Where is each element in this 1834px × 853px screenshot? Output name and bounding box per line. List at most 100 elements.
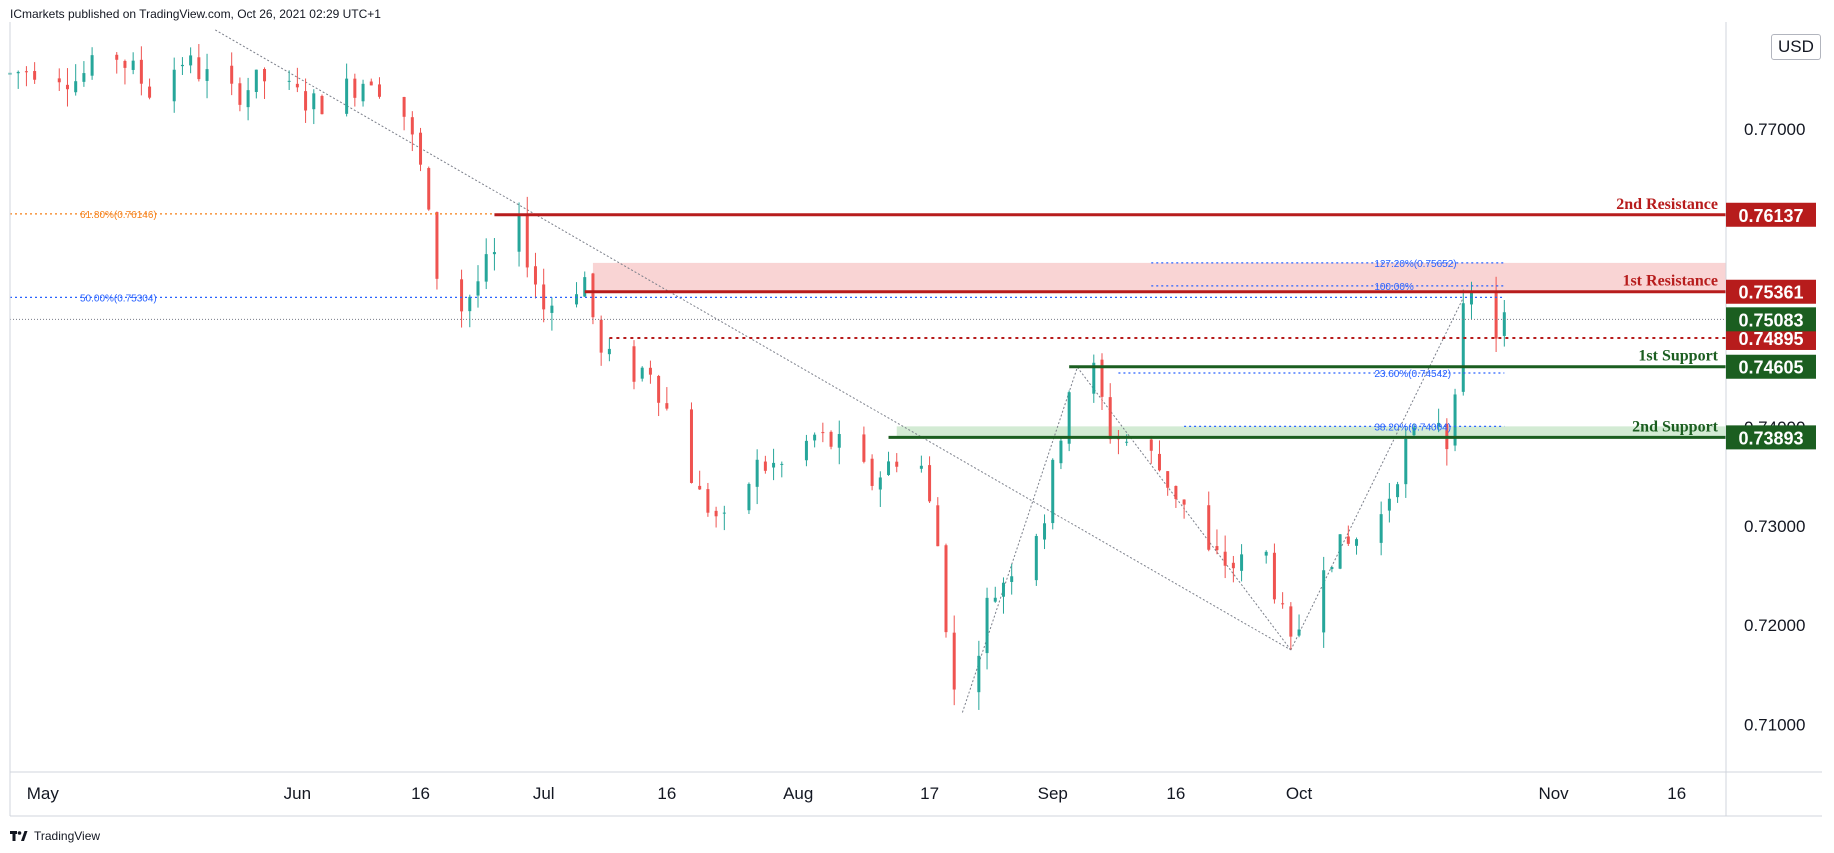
candle-body <box>312 93 316 110</box>
candle-body <box>254 69 258 92</box>
candle-body <box>919 465 923 469</box>
y-tick-label: 0.71000 <box>1744 715 1805 734</box>
price-label-text: 0.73893 <box>1738 428 1803 448</box>
candle-body <box>1272 552 1276 600</box>
candle-body <box>189 55 193 66</box>
candle-body <box>1034 536 1038 581</box>
candle-body <box>33 71 37 80</box>
candles <box>8 44 1506 710</box>
candle-body <box>1001 582 1005 597</box>
candle-body <box>131 60 135 70</box>
candle-body <box>353 78 357 98</box>
candle-body <box>829 431 833 447</box>
candle-body <box>115 54 119 60</box>
candle-body <box>1289 606 1293 637</box>
candle-body <box>1297 629 1301 636</box>
candle-body <box>632 346 636 382</box>
candle-body <box>813 434 817 441</box>
candle-body <box>90 55 94 76</box>
trend-line <box>215 29 1292 651</box>
y-tick-label: 0.77000 <box>1744 120 1805 139</box>
zones <box>592 262 1726 438</box>
footer: TradingView <box>10 829 100 843</box>
x-tick-label: 16 <box>1166 784 1185 803</box>
candle-body <box>377 84 381 97</box>
candle-body <box>1461 303 1465 392</box>
candle-body <box>977 655 981 693</box>
candle-body <box>985 597 989 654</box>
candle-body <box>714 510 718 517</box>
candle-body <box>287 80 291 82</box>
price-label-text: 0.74895 <box>1738 329 1803 349</box>
footer-brand: TradingView <box>34 829 101 843</box>
candle-body <box>1157 453 1161 471</box>
candle-body <box>139 59 143 84</box>
candle-body <box>1494 291 1498 339</box>
candle-body <box>591 273 595 318</box>
candle-body <box>427 168 431 210</box>
candle-body <box>689 409 693 483</box>
x-tick-label: 16 <box>657 784 676 803</box>
levels: 2nd Resistance 1st Resistance 1st Support 2… <box>10 196 1726 439</box>
candle-body <box>1330 567 1334 570</box>
candle-body <box>1338 534 1342 569</box>
candle-body <box>172 69 176 102</box>
resistance-zone <box>592 262 1726 292</box>
candle-body <box>263 68 267 82</box>
candle-body <box>706 489 710 513</box>
candle-body <box>476 281 480 296</box>
candle-body <box>1223 551 1227 566</box>
candle-body <box>895 461 899 467</box>
candle-body <box>928 465 932 502</box>
price-label-box <box>1726 202 1816 227</box>
candle-body <box>238 83 242 105</box>
candle-body <box>148 86 152 98</box>
candle-body <box>460 279 464 312</box>
candle-body <box>361 83 365 102</box>
tradingview-logo-icon <box>10 830 28 842</box>
candle-body <box>65 84 69 90</box>
x-tick-label: Nov <box>1538 784 1569 803</box>
candle-body <box>804 440 808 461</box>
candle-body <box>419 132 423 165</box>
trend-line <box>1290 297 1464 651</box>
x-tick-label: Jun <box>284 784 311 803</box>
fib-label: 23.60%(0.74542) <box>1374 369 1451 380</box>
candle-body <box>180 64 184 67</box>
price-label-text: 0.76137 <box>1738 206 1803 226</box>
candle-body <box>665 403 669 409</box>
candle-body <box>1469 291 1473 305</box>
candle-body <box>763 461 767 471</box>
fib-label: 127.20%(0.75652) <box>1374 259 1456 270</box>
candle-body <box>1100 359 1104 397</box>
candle-body <box>369 81 373 86</box>
price-label-box <box>1726 279 1816 304</box>
candle-body <box>599 319 603 353</box>
price-label-text: 0.75361 <box>1738 283 1803 303</box>
x-tick-label: Jul <box>533 784 555 803</box>
candle-body <box>550 305 554 313</box>
fib-label: 100.00% <box>1374 282 1414 293</box>
x-tick-label: Oct <box>1286 784 1313 803</box>
axes: 0.710000.720000.730000.740000.77000MayJu… <box>9 22 1822 817</box>
candle-body <box>1182 499 1186 505</box>
x-tick-label: 17 <box>920 784 939 803</box>
candle-body <box>583 277 587 297</box>
candle-body <box>747 483 751 511</box>
candle-body <box>1453 394 1457 446</box>
candle-body <box>772 462 776 468</box>
candle-body <box>246 90 250 108</box>
candle-body <box>1322 570 1326 633</box>
candle-body <box>82 73 86 82</box>
candle-body <box>657 376 661 403</box>
candle-body <box>936 505 940 547</box>
fib-levels: 61.80%(0.76146) 50.00%(0.75304) 127.20%(0.… <box>10 210 1505 433</box>
candle-body <box>1108 397 1112 440</box>
currency-selector[interactable]: USD <box>1771 34 1821 60</box>
candle-body <box>197 57 201 80</box>
candle-body <box>533 266 537 285</box>
x-tick-label: Sep <box>1038 784 1068 803</box>
candle-body <box>1149 439 1153 451</box>
candle-body <box>123 60 127 68</box>
